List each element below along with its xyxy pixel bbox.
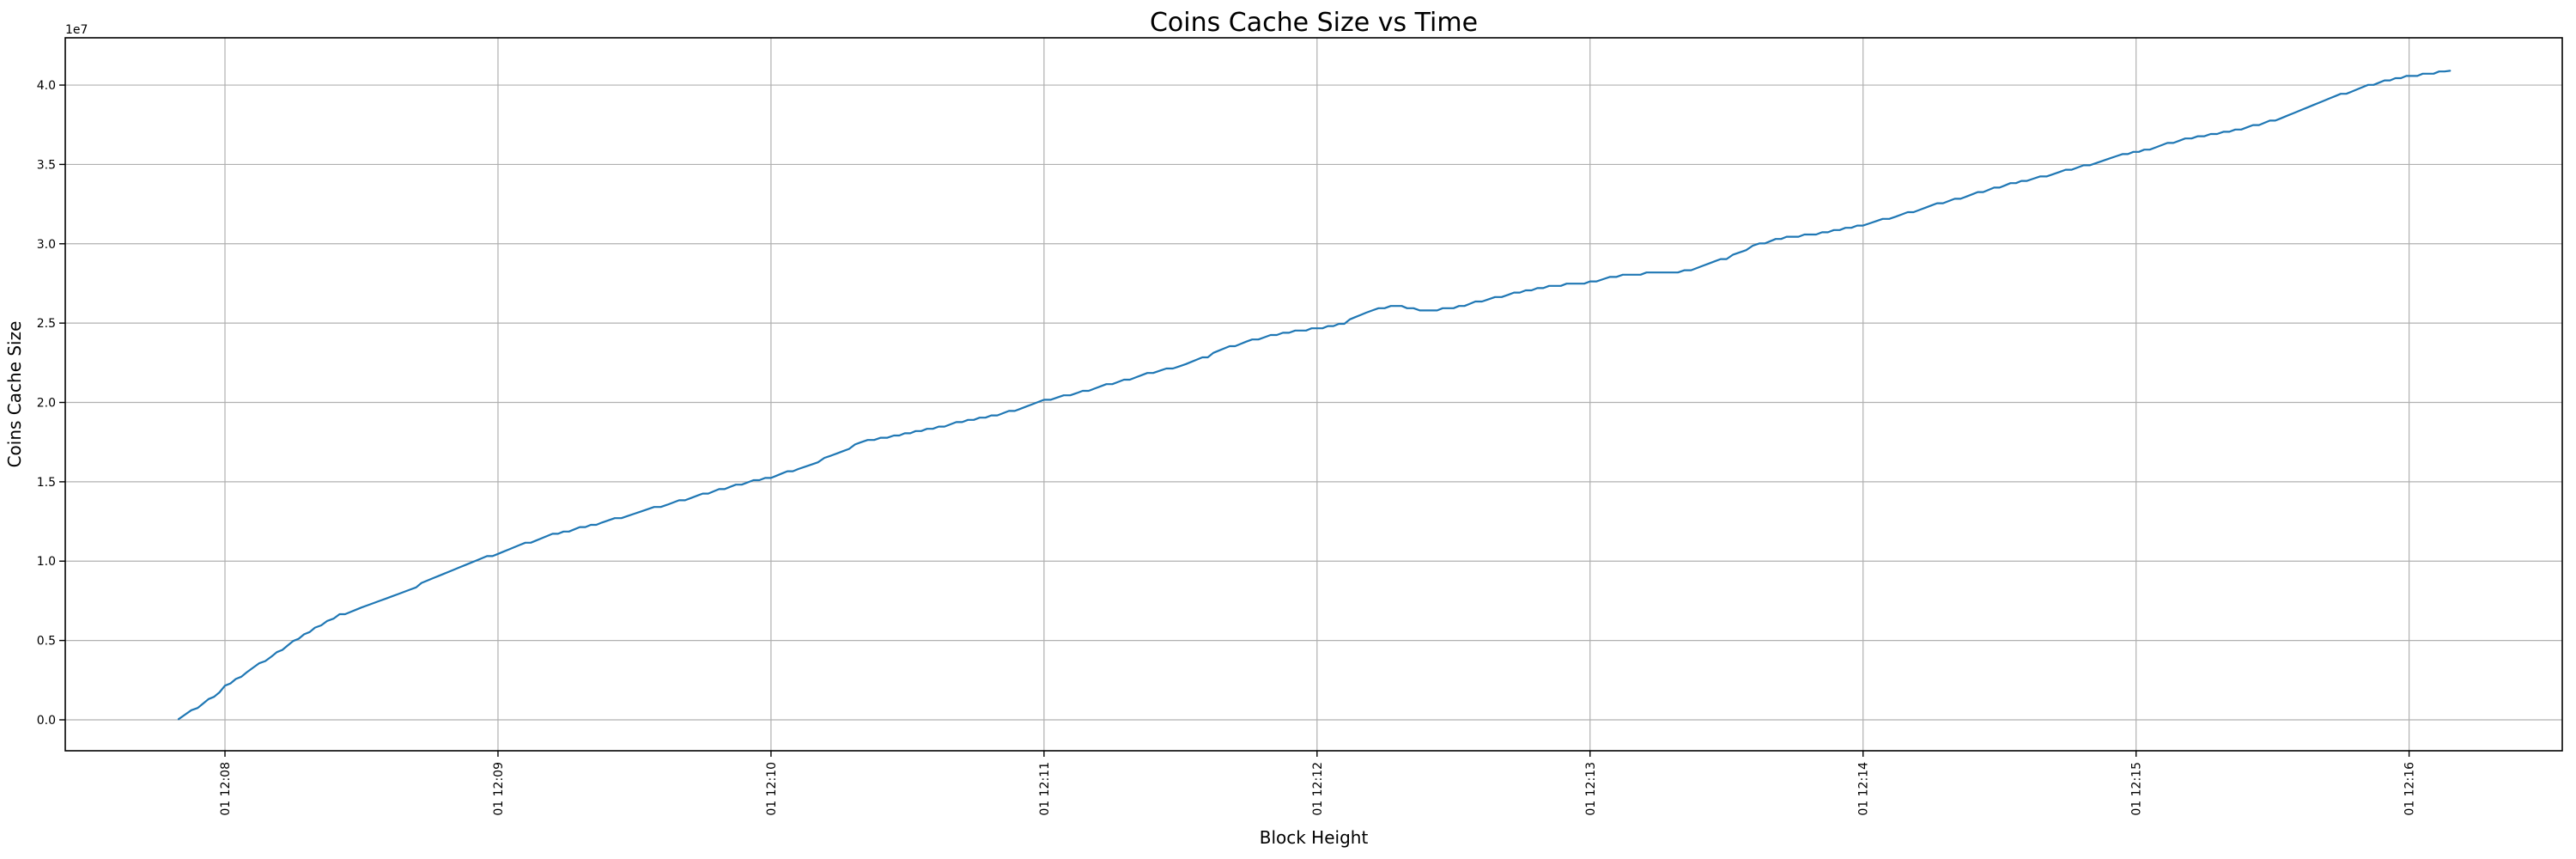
x-axis-label: Block Height: [1260, 827, 1369, 848]
chart-title: Coins Cache Size vs Time: [1150, 8, 1478, 38]
y-tick-label: 3.5: [37, 158, 56, 172]
y-axis-offset-label: 1e7: [65, 23, 88, 37]
x-tick-label: 01 12:15: [2130, 762, 2144, 816]
x-tick-label: 01 12:09: [492, 762, 506, 816]
series-line-coins-cache-size: [177, 70, 2451, 721]
x-tick-label: 01 12:16: [2403, 762, 2417, 816]
y-tick-label: 3.0: [37, 238, 56, 252]
y-tick-label: 4.0: [37, 79, 56, 93]
y-tick-label: 0.5: [37, 635, 56, 649]
tick-labels: 01 12:08 01 12:09 01 12:10 01 12:11 01 12:12…: [37, 79, 2417, 816]
x-tick-label: 01 12:11: [1038, 762, 1052, 816]
y-tick-label: 2.0: [37, 397, 56, 411]
y-tick-label: 2.5: [37, 317, 56, 331]
y-tick-label: 1.5: [37, 476, 56, 490]
grid: [65, 38, 2562, 751]
x-tick-label: 01 12:10: [765, 762, 779, 816]
plot-border: [64, 37, 2563, 752]
plot-area: 01 12:08 01 12:09 01 12:10 01 12:11 01 12:12…: [37, 37, 2563, 816]
y-tick-label: 1.0: [37, 555, 56, 569]
x-tick-label: 01 12:14: [1857, 762, 1871, 816]
x-tick-label: 01 12:12: [1311, 762, 1325, 816]
x-tick-label: 01 12:08: [219, 762, 233, 816]
y-axis-label: Coins Cache Size: [4, 321, 25, 468]
tick-marks: [59, 84, 2410, 757]
x-tick-label: 01 12:13: [1584, 762, 1598, 816]
y-tick-label: 0.0: [37, 714, 56, 728]
